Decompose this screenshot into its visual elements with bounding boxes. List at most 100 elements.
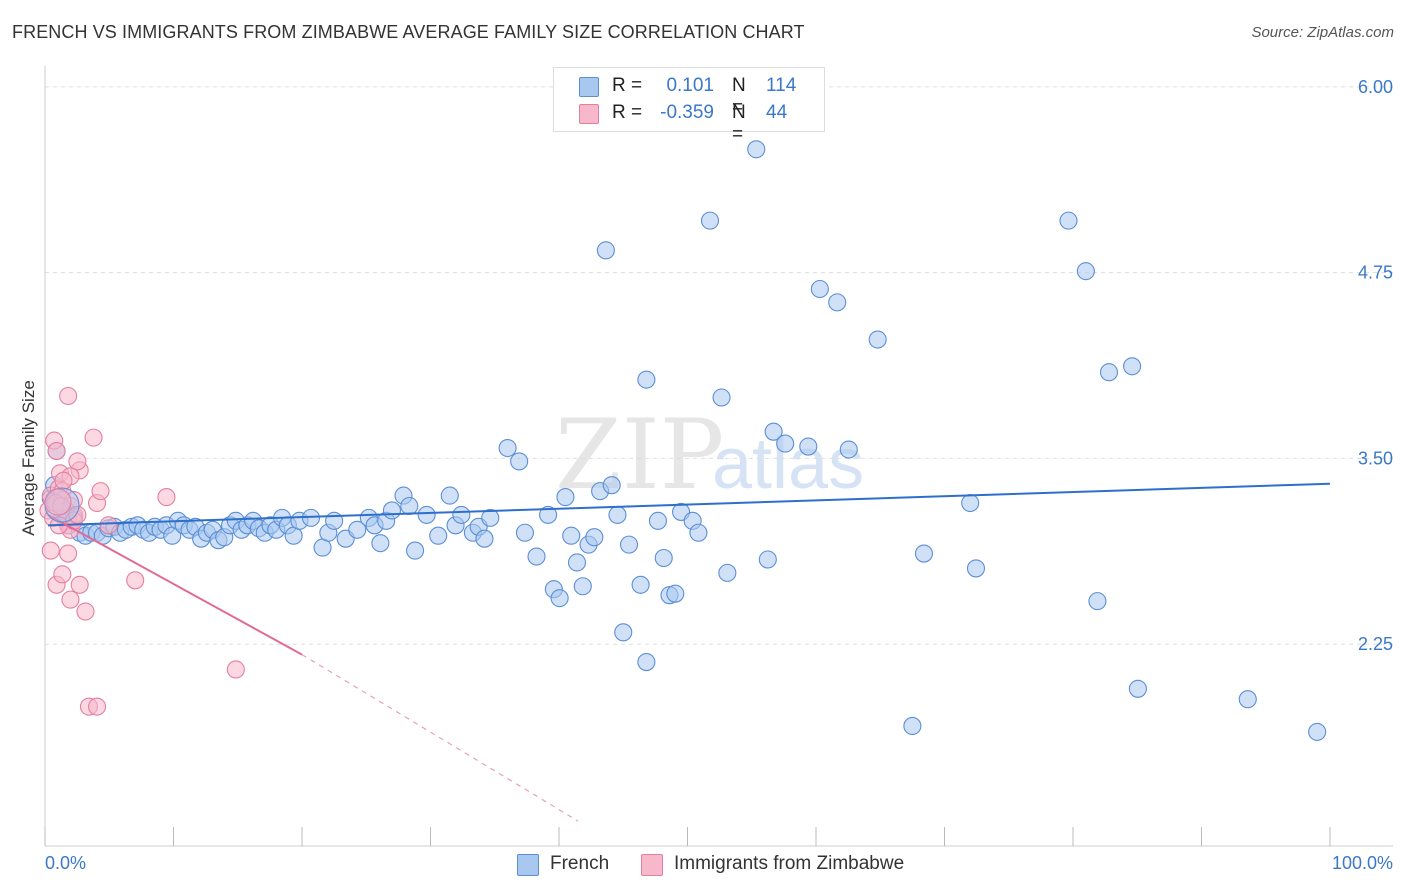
zimbabwe-point: [99, 516, 118, 535]
legend-r-label: R =: [612, 75, 643, 96]
french-point: [400, 496, 419, 516]
french-point: [348, 520, 367, 539]
french-point: [371, 534, 390, 553]
y-tick-label: 3.50: [1358, 448, 1393, 468]
french-point: [562, 526, 581, 545]
french-point: [573, 577, 592, 596]
french-point: [776, 434, 795, 453]
french-point: [498, 438, 517, 458]
zimbabwe-point: [53, 565, 72, 584]
legend-r-label: R =: [612, 102, 643, 123]
french-point: [810, 279, 829, 299]
french-point: [961, 493, 980, 513]
french-point: [550, 589, 569, 608]
x-tick-label: 100.0%: [1332, 853, 1393, 873]
french-point: [452, 505, 471, 524]
zimbabwe-point: [87, 697, 107, 716]
french-point: [567, 553, 587, 572]
legend-n-value: 114: [766, 75, 797, 96]
french-point: [1128, 679, 1147, 698]
french-point: [406, 541, 425, 560]
french-point: [637, 653, 656, 672]
zimbabwe-point: [54, 471, 73, 490]
zimbabwe-point: [70, 575, 89, 594]
french-point: [747, 140, 766, 159]
french-point: [1059, 211, 1078, 230]
french-point: [429, 526, 448, 545]
french-point: [700, 211, 720, 230]
french-point: [440, 486, 459, 505]
y-axis-label: Average Family Size: [19, 380, 38, 536]
french-point: [527, 547, 546, 566]
french-point: [868, 330, 887, 349]
french-point: [631, 575, 650, 594]
zimbabwe-point: [91, 482, 110, 501]
french-point: [966, 559, 986, 578]
french-point: [1076, 262, 1095, 281]
french-point: [764, 422, 783, 441]
french-point: [608, 505, 627, 524]
french-point: [539, 505, 558, 524]
french-point: [1238, 690, 1257, 709]
legend-n-value: 44: [766, 102, 788, 123]
french-point: [481, 508, 500, 527]
zimbabwe-point: [76, 602, 95, 621]
french-point: [1123, 357, 1142, 376]
french-point: [828, 293, 847, 312]
french-point: [648, 511, 667, 530]
french-point: [1099, 363, 1119, 382]
zimbabwe-point: [84, 428, 103, 447]
zimbabwe-point: [47, 441, 66, 461]
french-point: [510, 452, 529, 471]
french-point: [602, 476, 621, 495]
legend-swatch-french: [579, 77, 599, 97]
french-point: [619, 535, 639, 554]
legend-r-value: -0.359: [660, 102, 714, 123]
french-point: [718, 563, 737, 582]
french-point: [666, 584, 685, 603]
french-point: [689, 523, 708, 542]
french-point: [382, 501, 402, 520]
bottom-legend-swatch-zimbabwe: [641, 854, 663, 876]
french-point: [799, 437, 818, 456]
french-point: [637, 370, 656, 389]
french-point: [758, 550, 777, 569]
french-point: [903, 716, 922, 736]
legend-swatch-zimbabwe: [579, 104, 599, 124]
bottom-legend-label-french: French: [550, 853, 610, 874]
zimbabwe-trend-line: [47, 514, 303, 656]
legend-r-value: 0.101: [666, 75, 714, 96]
french-point: [515, 523, 534, 542]
french-point: [914, 544, 933, 563]
source-label: Source: ZipAtlas.com: [1251, 24, 1394, 41]
x-tick-label: 0.0%: [45, 853, 86, 873]
french-point: [417, 505, 436, 524]
bottom-legend-swatch-french: [517, 854, 539, 876]
zimbabwe-point: [226, 660, 245, 679]
french-point: [596, 241, 615, 260]
y-tick-label: 4.75: [1358, 263, 1393, 283]
french-point: [585, 528, 604, 547]
zimbabwe-trend-extension: [301, 654, 579, 822]
zimbabwe-cluster-point: [44, 488, 72, 516]
zimbabwe-point: [126, 571, 145, 590]
zimbabwe-point: [59, 544, 78, 563]
chart-title: FRENCH VS IMMIGRANTS FROM ZIMBABWE AVERA…: [12, 22, 805, 42]
french-point: [654, 548, 673, 568]
zimbabwe-point: [157, 488, 176, 507]
y-tick-label: 6.00: [1358, 77, 1393, 97]
french-point: [556, 488, 575, 507]
legend-n-label: N =: [732, 102, 746, 145]
french-point: [1088, 592, 1107, 611]
french-trend-line: [47, 482, 1331, 527]
correlation-legend: R = 0.101 N = 114 R = -0.359 N = 44: [553, 67, 825, 145]
zimbabwe-point: [41, 541, 60, 560]
zimbabwe-point: [68, 452, 87, 471]
y-tick-label: 2.25: [1358, 634, 1393, 654]
french-point: [712, 388, 731, 407]
legend-n-label: N =: [732, 75, 746, 118]
bottom-legend-label-zimbabwe: Immigrants from Zimbabwe: [674, 853, 905, 874]
zimbabwe-point: [61, 590, 80, 609]
french-point: [475, 529, 494, 548]
